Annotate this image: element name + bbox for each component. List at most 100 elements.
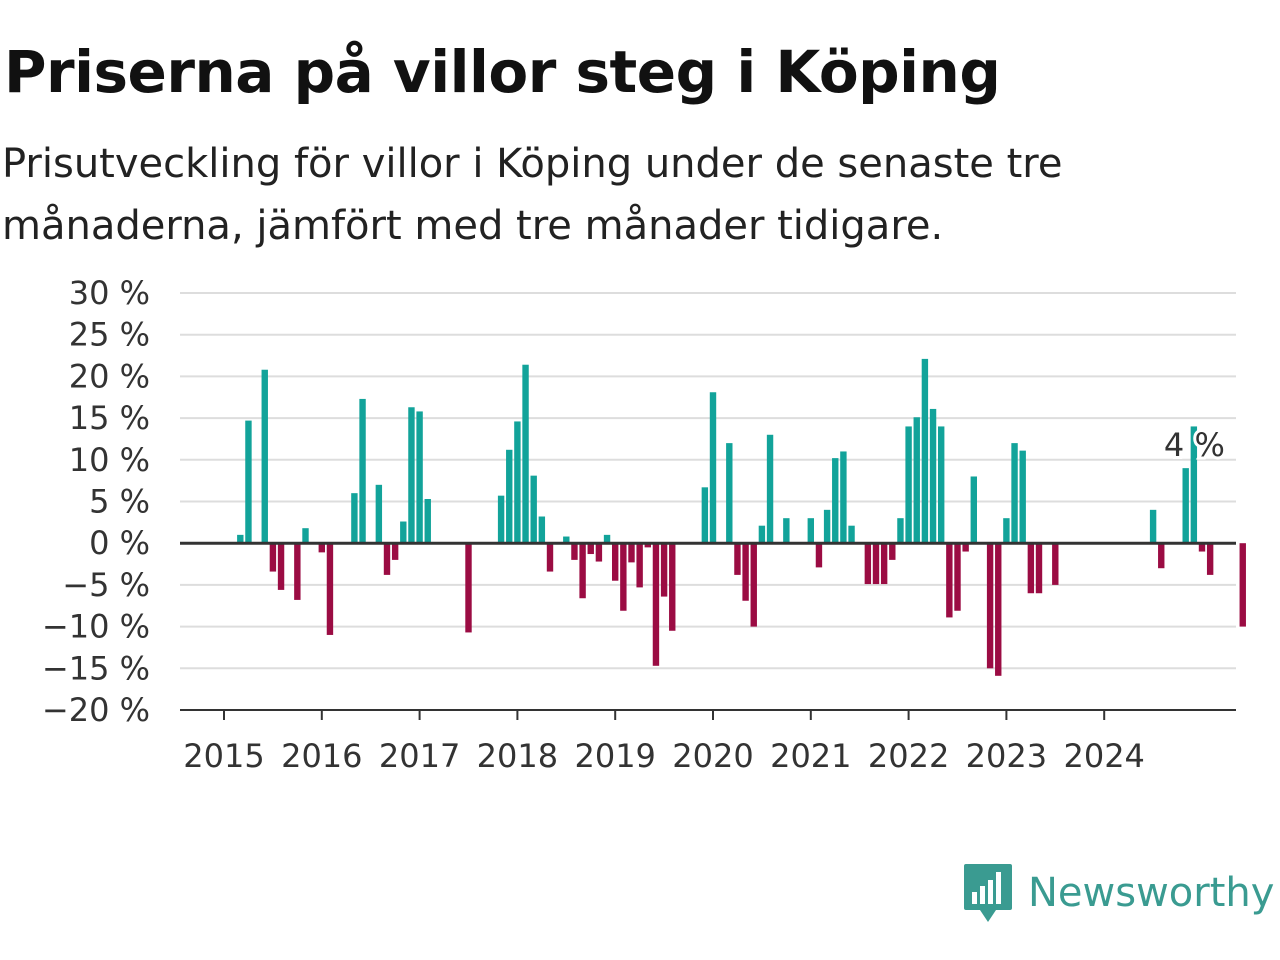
bar [922, 359, 928, 543]
bar [1003, 518, 1009, 543]
bar [620, 543, 626, 611]
bar [751, 543, 757, 626]
x-tick-label: 2021 [770, 737, 851, 775]
bar [726, 443, 732, 543]
y-tick-label: −5 % [62, 566, 150, 604]
bar-chart: −20 % −15 %−10 % −5 % 0 %5 % 10 % 15 % 20 %25 … [0, 0, 1280, 960]
bar [498, 496, 504, 544]
bar [278, 543, 284, 590]
bar [400, 522, 406, 544]
x-tick-label: 2017 [379, 737, 460, 775]
y-tick-label: 20 % [69, 357, 150, 395]
bar [938, 426, 944, 543]
bar [1207, 543, 1213, 575]
bar [636, 543, 642, 587]
bar [588, 543, 594, 554]
bar [832, 458, 838, 543]
bar [995, 543, 1001, 676]
y-tick-label: −15 % [42, 649, 150, 687]
bar [873, 543, 879, 584]
bar [294, 543, 300, 600]
y-tick-label: 5 % [89, 483, 150, 521]
x-tick-label: 2018 [477, 737, 558, 775]
bar [1028, 543, 1034, 593]
bar [881, 543, 887, 584]
bar [1240, 543, 1246, 626]
bar [971, 476, 977, 543]
bar [742, 543, 748, 601]
bar [783, 518, 789, 543]
bar [653, 543, 659, 666]
bar [539, 517, 545, 544]
bar [930, 409, 936, 543]
bar [710, 392, 716, 543]
bar [579, 543, 585, 598]
brand-name: Newsworthy [1028, 870, 1274, 916]
bar [384, 543, 390, 575]
bar [734, 543, 740, 575]
bar [897, 518, 903, 543]
y-tick-label: 0 % [89, 524, 150, 562]
bar [531, 476, 537, 544]
bar [262, 370, 268, 543]
bar [702, 487, 708, 543]
y-tick-label: −10 % [42, 608, 150, 646]
bar [408, 407, 414, 543]
bar [628, 543, 634, 562]
bar [661, 543, 667, 596]
newsworthy-logo: Newsworthy [962, 862, 1274, 924]
bar [848, 526, 854, 544]
bar [1036, 543, 1042, 593]
x-tick-label: 2020 [672, 737, 753, 775]
y-tick-label: 15 % [69, 399, 150, 437]
bar [425, 499, 431, 543]
bar [824, 510, 830, 543]
bar [914, 417, 920, 543]
bar [596, 543, 602, 561]
y-tick-label: 30 % [69, 274, 150, 312]
bar [270, 543, 276, 571]
bar [889, 543, 895, 560]
bar [946, 543, 952, 617]
bar [351, 493, 357, 543]
bar [816, 543, 822, 567]
x-tick-label: 2023 [966, 737, 1047, 775]
bar [392, 543, 398, 560]
bar [1183, 468, 1189, 543]
bar [905, 426, 911, 543]
bar [767, 435, 773, 543]
bar [987, 543, 993, 668]
x-tick-label: 2019 [574, 737, 655, 775]
bar [359, 399, 365, 543]
x-tick-label: 2016 [281, 737, 362, 775]
y-tick-label: 25 % [69, 316, 150, 354]
y-tick-label: 10 % [69, 441, 150, 479]
bar [669, 543, 675, 631]
latest-value-label: 4 % [1164, 426, 1225, 464]
y-tick-label: −20 % [42, 691, 150, 729]
bar [571, 543, 577, 560]
bar [327, 543, 333, 635]
bar [376, 485, 382, 543]
bar [1052, 543, 1058, 585]
bar [1011, 443, 1017, 543]
bar [1158, 543, 1164, 568]
bar [612, 543, 618, 581]
bar [514, 421, 520, 543]
bar [302, 528, 308, 543]
bar [1150, 510, 1156, 543]
bar [808, 518, 814, 543]
bar [954, 543, 960, 611]
bar [840, 451, 846, 543]
newsworthy-logo-icon [962, 862, 1014, 924]
bar [1020, 451, 1026, 544]
bar [759, 526, 765, 544]
bar [245, 421, 251, 544]
bar [547, 543, 553, 571]
x-tick-label: 2022 [868, 737, 949, 775]
bar [522, 365, 528, 543]
bar [465, 543, 471, 632]
bar [506, 450, 512, 543]
bar [416, 411, 422, 543]
bar [865, 543, 871, 584]
